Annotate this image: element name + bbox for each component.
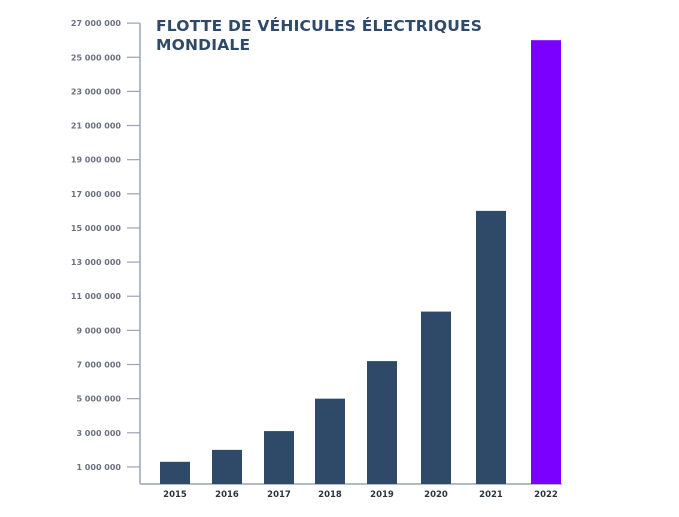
y-tick-label: 19 000 000 [71, 156, 122, 165]
bar-2015 [160, 461, 190, 484]
y-tick-label: 7 000 000 [76, 361, 121, 370]
x-tick-label: 2017 [267, 490, 291, 500]
x-tick-label: 2016 [215, 490, 239, 500]
x-tick-label: 2022 [534, 490, 558, 500]
y-tick-label: 25 000 000 [71, 53, 122, 62]
y-tick-label: 21 000 000 [71, 122, 122, 131]
x-tick-label: 2018 [318, 490, 342, 500]
bar-2022 [531, 40, 561, 485]
y-tick-label: 13 000 000 [71, 258, 122, 267]
bar-2018 [315, 398, 345, 484]
x-tick-label: 2021 [479, 490, 503, 500]
y-tick-label: 17 000 000 [71, 190, 122, 199]
x-tick-label: 2019 [370, 490, 394, 500]
bar-2019 [367, 361, 397, 484]
x-tick-label: 2020 [424, 490, 448, 500]
bar-2020 [421, 311, 451, 484]
y-tick-label: 9 000 000 [76, 326, 121, 335]
y-tick-label: 5 000 000 [76, 395, 121, 404]
bar-2017 [264, 431, 294, 484]
bar-2016 [212, 449, 242, 484]
chart-title: FLOTTE DE VÉHICULES ÉLECTRIQUES MONDIALE [156, 17, 483, 54]
y-tick-label: 1 000 000 [76, 463, 121, 472]
bar-2021 [476, 210, 506, 484]
y-tick-label: 11 000 000 [71, 292, 122, 301]
x-tick-label: 2015 [163, 490, 187, 500]
y-tick-label: 27 000 000 [71, 19, 122, 28]
y-tick-label: 23 000 000 [71, 87, 122, 96]
y-tick-label: 15 000 000 [71, 224, 122, 233]
y-tick-label: 3 000 000 [76, 429, 121, 438]
